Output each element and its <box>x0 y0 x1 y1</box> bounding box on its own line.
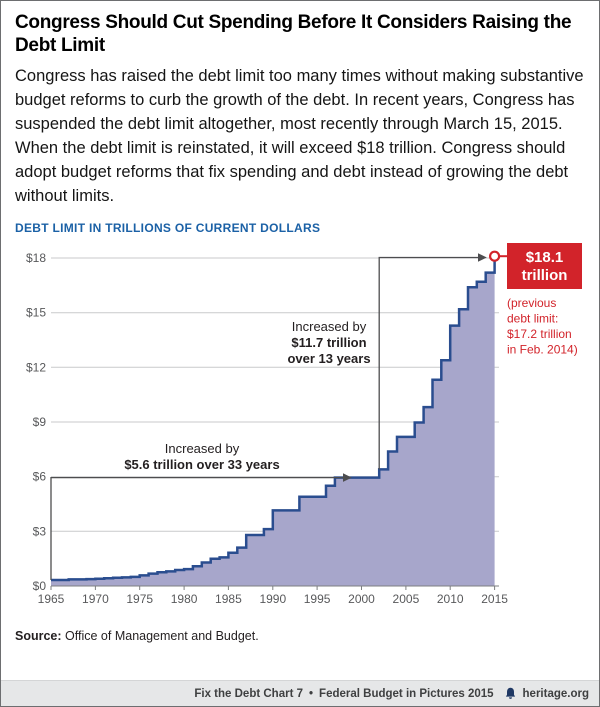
footer-chart-ref: Fix the Debt Chart 7 <box>194 687 304 700</box>
callout-box <box>507 242 582 289</box>
x-axis-label: 1985 <box>215 592 242 606</box>
debt-limit-series <box>51 256 496 586</box>
annotation-elbow-line <box>50 476 343 580</box>
x-axis-label: 1980 <box>171 592 198 606</box>
footer-bar: Fix the Debt Chart 7 • Federal Budget in… <box>1 680 599 706</box>
chart-title: DEBT LIMIT IN TRILLIONS OF CURRENT DOLLA… <box>15 220 321 235</box>
callout-note: $17.2 trillion <box>507 327 572 341</box>
annotation-text: Increased by <box>292 319 367 334</box>
callout-note: debt limit: <box>507 311 558 325</box>
debt-limit-step-chart: $0 $3 $6 $9 $12 $15 $18 1965 1970 1975 1980 1985 199… <box>26 242 582 606</box>
debt-limit-line <box>51 256 496 582</box>
annotation-second-increase: Increased by $11.7 trillion over 13 year… <box>287 253 487 470</box>
callout-note: (previous <box>507 296 556 310</box>
y-axis-label: $15 <box>26 306 46 320</box>
annotation-first-increase: Increased by $5.6 trillion over 33 years <box>50 441 352 580</box>
y-axis-label: $0 <box>33 579 47 593</box>
x-axis-label: 1990 <box>259 592 286 606</box>
x-axis-label: 1995 <box>304 592 331 606</box>
debt-limit-area <box>51 256 495 586</box>
x-axis-label: 2005 <box>393 592 420 606</box>
x-axis-label: 2000 <box>348 592 375 606</box>
callout-value: $18.1 <box>526 249 564 266</box>
y-axis-label: $6 <box>33 470 47 484</box>
annotation-arrowhead-icon <box>343 473 352 482</box>
annotation-text-bold: over 13 years <box>287 351 370 366</box>
current-limit-callout: $18.1 trillion (previous debt limit: $17… <box>489 242 582 356</box>
y-axis-label: $9 <box>33 415 47 429</box>
heritage-bell-icon <box>504 687 517 700</box>
source-note: Source: Office of Management and Budget. <box>15 629 585 643</box>
x-axis-label: 1965 <box>38 592 65 606</box>
x-axis-label: 1970 <box>82 592 109 606</box>
source-text: Office of Management and Budget. <box>65 628 259 643</box>
annotation-text-bold: $5.6 trillion over 33 years <box>124 457 279 472</box>
source-label: Source: <box>15 628 62 643</box>
footer-series-title: Federal Budget in Pictures 2015 <box>319 687 494 700</box>
x-axis-label: 2015 <box>481 592 508 606</box>
callout-value: trillion <box>522 267 568 284</box>
footer-site: heritage.org <box>522 687 589 700</box>
y-axis-label: $3 <box>33 524 47 538</box>
footer-separator: • <box>309 687 314 700</box>
page-title: Congress Should Cut Spending Before It C… <box>15 12 572 57</box>
intro-paragraph: Congress has raised the debt limit too m… <box>15 67 584 205</box>
y-axis-label: $12 <box>26 360 46 374</box>
y-axis-label: $18 <box>26 251 46 265</box>
x-axis-label: 2010 <box>437 592 464 606</box>
annotation-arrowhead-icon <box>478 253 487 262</box>
annotation-elbow-line <box>378 256 478 470</box>
annotation-text: Increased by <box>165 441 240 456</box>
chart-axes: $0 $3 $6 $9 $12 $15 $18 1965 1970 1975 1980 1985 199… <box>26 251 508 606</box>
annotation-text-bold: $11.7 trillion <box>291 335 366 350</box>
callout-note: in Feb. 2014) <box>507 342 578 356</box>
x-axis-label: 1975 <box>126 592 153 606</box>
current-limit-marker <box>489 250 501 262</box>
